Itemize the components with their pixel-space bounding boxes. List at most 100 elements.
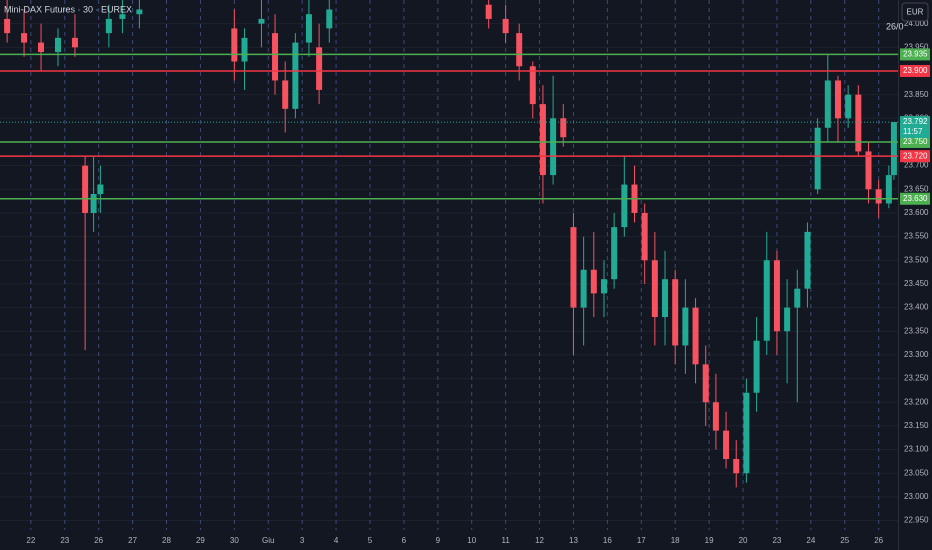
x-tick-label: 16	[603, 536, 612, 545]
x-tick-label: 5	[368, 536, 373, 545]
candle-body	[258, 18, 265, 24]
candle-body	[753, 340, 760, 393]
candle-body	[71, 37, 78, 48]
candle-body	[804, 231, 811, 289]
candle-body	[570, 227, 577, 308]
y-tick-label: 23.550	[904, 232, 929, 241]
candle-body	[773, 260, 780, 332]
candle-body	[834, 80, 841, 119]
candle-body	[611, 227, 618, 280]
candle-body	[651, 260, 658, 318]
candle-body	[529, 66, 536, 105]
x-tick-label: 26	[874, 536, 883, 545]
candle-body	[136, 9, 143, 15]
x-tick-label: 13	[569, 536, 578, 545]
currency-button[interactable]	[901, 2, 929, 22]
y-tick-label: 23.450	[904, 279, 929, 288]
candle-body	[560, 118, 567, 138]
y-tick-label: 23.150	[904, 421, 929, 430]
y-tick-label: 23.300	[904, 350, 929, 359]
currency-label[interactable]: EUR	[907, 8, 924, 17]
level-tag	[900, 135, 930, 148]
y-tick-label: 23.200	[904, 397, 929, 406]
y-tick-label: 23.400	[904, 303, 929, 312]
y-tick-label: 23.100	[904, 445, 929, 454]
candle-body	[516, 33, 523, 67]
candle-body	[641, 212, 648, 261]
candle-body	[814, 127, 821, 190]
candle-body	[890, 122, 897, 176]
candle-body	[580, 269, 587, 308]
last-price-tag	[900, 116, 930, 139]
candle-body	[682, 307, 689, 346]
x-tick-label: 26	[94, 536, 103, 545]
plot-area	[0, 0, 898, 488]
x-tick-label: 11	[501, 536, 510, 545]
x-tick-label: 6	[402, 536, 407, 545]
y-tick-label: 23.650	[904, 184, 929, 193]
level-label: 23.935	[903, 50, 928, 59]
candle-body	[502, 18, 509, 34]
chart-title: Mini-DAX Futures · 30 · EUREX	[4, 4, 132, 14]
y-tick-label: 22.950	[904, 516, 929, 525]
level-label: 23.720	[903, 151, 928, 160]
candle-body	[485, 4, 492, 19]
x-tick-label: 9	[436, 536, 441, 545]
candle-body	[272, 33, 279, 81]
candle-body	[662, 279, 669, 318]
candle-body	[38, 42, 45, 53]
date-label: 26/0	[886, 21, 904, 31]
y-tick-label: 24.000	[904, 19, 929, 28]
candle-body	[82, 165, 89, 213]
level-tag	[900, 150, 930, 163]
candle-body	[845, 94, 852, 119]
candle-body	[672, 279, 679, 346]
x-tick-label: 27	[128, 536, 137, 545]
level-label: 23.900	[903, 66, 928, 75]
candle-body	[241, 37, 248, 62]
candle-body	[885, 175, 892, 204]
candle-body	[733, 459, 740, 474]
level-label: 23.750	[903, 137, 928, 146]
y-tick-label: 23.950	[904, 42, 929, 51]
level-tag	[900, 192, 930, 205]
candle-body	[855, 94, 862, 152]
x-tick-label: 10	[467, 536, 476, 545]
candle-body	[621, 184, 628, 228]
y-tick-label: 23.500	[904, 255, 929, 264]
candle-body	[875, 189, 882, 204]
candle-body	[539, 104, 546, 176]
y-tick-label: 23.700	[904, 161, 929, 170]
candle-body	[4, 18, 11, 34]
candle-body	[119, 14, 126, 19]
level-label: 23.630	[903, 194, 928, 203]
y-tick-label: 23.600	[904, 208, 929, 217]
x-tick-label: 12	[535, 536, 544, 545]
candle-body	[305, 14, 312, 43]
y-tick-label: 23.250	[904, 374, 929, 383]
x-tick-label: 23	[772, 536, 781, 545]
candle-body	[763, 260, 770, 341]
y-tick-label: 23.850	[904, 90, 929, 99]
countdown-label: 11:57	[903, 127, 923, 136]
candle-body	[743, 392, 750, 474]
y-tick-label: 23.350	[904, 326, 929, 335]
candle-body	[326, 9, 333, 29]
candle-body	[105, 18, 112, 34]
x-tick-label: 22	[26, 536, 35, 545]
candle-body	[21, 33, 28, 43]
candle-body	[590, 269, 597, 294]
candle-body	[784, 307, 791, 332]
price-axis	[898, 0, 932, 550]
x-tick-label: 24	[806, 536, 815, 545]
candle-body	[824, 80, 831, 128]
x-tick-label: 19	[705, 536, 714, 545]
last-price-label: 23.792	[903, 117, 928, 126]
x-tick-label: 4	[334, 536, 339, 545]
candle-body	[723, 430, 730, 460]
candle-body	[600, 279, 607, 294]
x-tick-label: 25	[840, 536, 849, 545]
x-tick-label: Giu	[262, 536, 274, 545]
